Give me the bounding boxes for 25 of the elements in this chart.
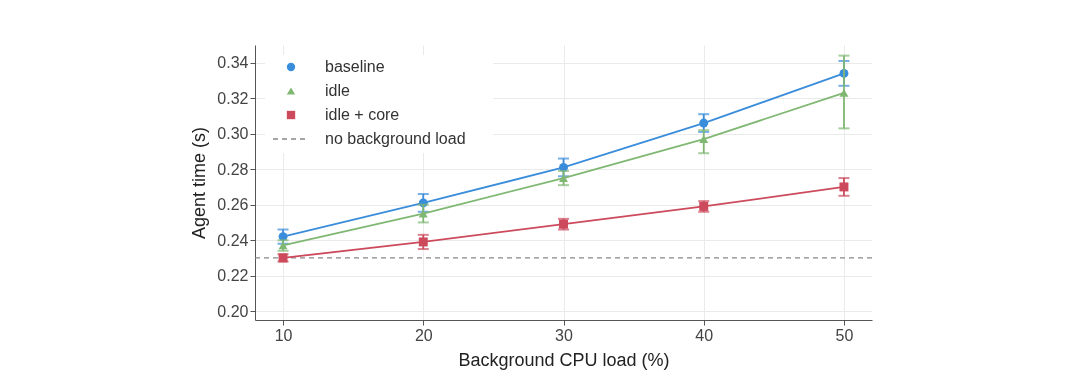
point: [418, 237, 428, 247]
point: [699, 118, 709, 128]
point: [839, 182, 849, 192]
y-tick-label: 0.24: [217, 231, 249, 249]
x-axis-title: Background CPU load (%): [458, 349, 670, 370]
point: [699, 135, 709, 143]
legend-label: no background load: [325, 130, 466, 147]
x-tick-label: 10: [274, 326, 293, 344]
y-tick-label: 0.26: [217, 196, 249, 214]
y-tick-label: 0.30: [217, 125, 249, 143]
y-tick-label: 0.22: [217, 267, 249, 285]
point: [559, 174, 568, 182]
x-tick-label: 20: [414, 326, 433, 344]
y-tick-label: 0.28: [217, 160, 249, 178]
point: [839, 89, 849, 97]
y-tick-label: 0.34: [217, 54, 249, 72]
legend-label: idle: [325, 82, 351, 99]
x-tick-label: 50: [835, 326, 854, 344]
legend-label: idle + core: [325, 106, 400, 123]
legend-label: baseline: [325, 58, 385, 75]
x-tick-label: 40: [695, 326, 714, 344]
y-tick-label: 0.32: [217, 89, 249, 107]
x-tick-label: 30: [555, 326, 573, 344]
y-tick-label: 0.20: [217, 302, 249, 320]
y-axis-title: Agent time (s): [189, 126, 210, 240]
